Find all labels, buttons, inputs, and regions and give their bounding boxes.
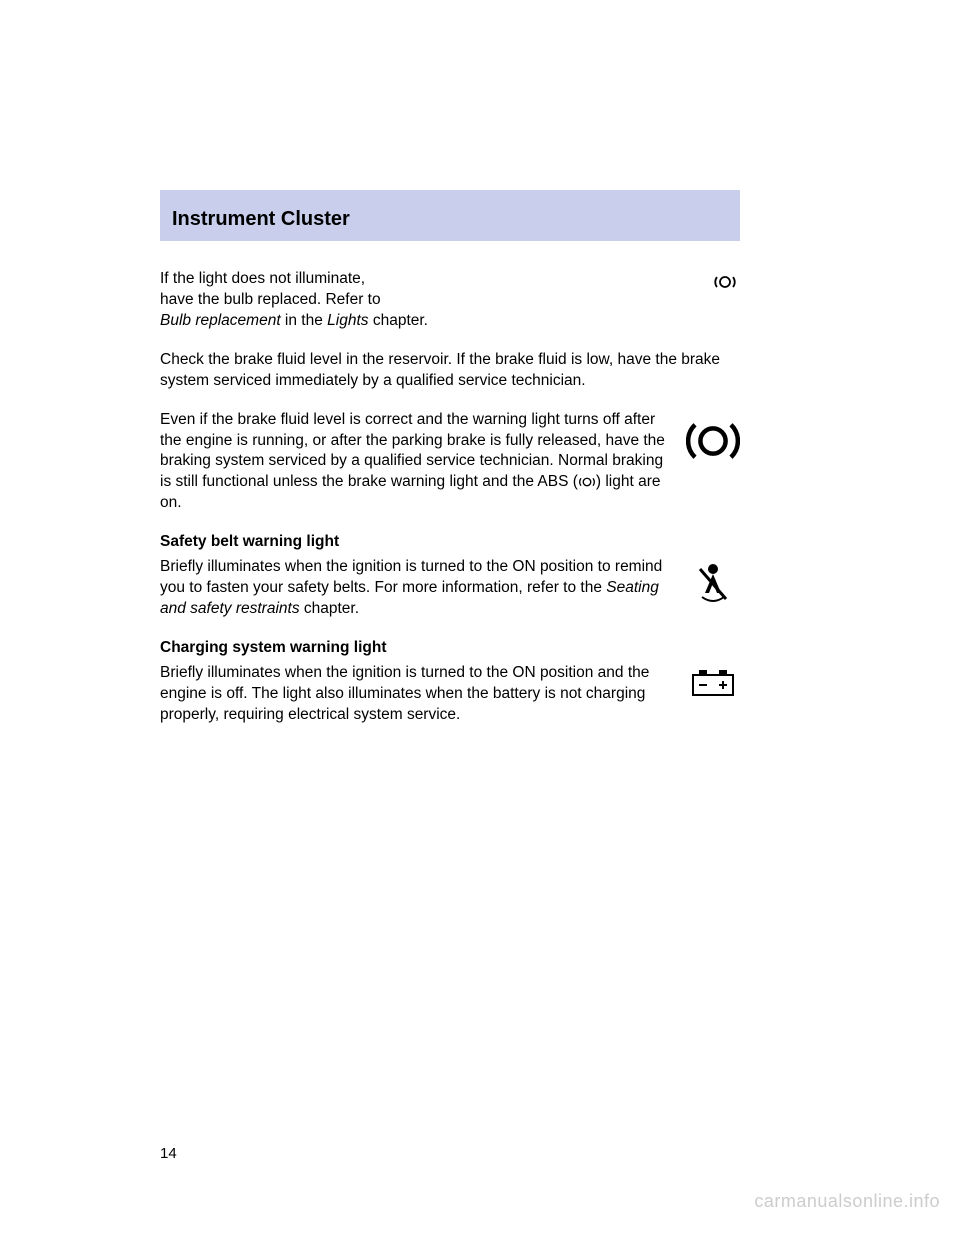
text: chapter. bbox=[369, 312, 428, 329]
intro-text: If the light does not illuminate, have t… bbox=[160, 269, 700, 332]
brake-fluid-text: Check the brake fluid level in the reser… bbox=[160, 350, 740, 392]
brake-small-icon bbox=[710, 269, 740, 291]
section-title: Instrument Cluster bbox=[172, 208, 728, 231]
brake-large-icon bbox=[686, 410, 740, 468]
abs-section: Even if the brake fluid level is correct… bbox=[160, 410, 740, 515]
subsection-title: Charging system warning light bbox=[160, 639, 387, 656]
page-number: 14 bbox=[160, 1145, 177, 1162]
header-bar: Instrument Cluster bbox=[160, 190, 740, 241]
subsection-title: Safety belt warning light bbox=[160, 533, 339, 550]
text: Check the brake fluid level in the reser… bbox=[160, 351, 720, 389]
body-text: If the light does not illuminate, have t… bbox=[160, 269, 740, 726]
charging-text: Briefly illuminates when the ignition is… bbox=[160, 663, 676, 726]
italic: Bulb replacement bbox=[160, 312, 281, 329]
text: Briefly illuminates when the ignition is… bbox=[160, 664, 649, 723]
text: in the bbox=[281, 312, 328, 329]
charging-section: Charging system warning light Briefly il… bbox=[160, 638, 740, 726]
intro-section: If the light does not illuminate, have t… bbox=[160, 269, 740, 332]
text: chapter. bbox=[300, 600, 359, 617]
belt-text: Briefly illuminates when the ignition is… bbox=[160, 557, 676, 620]
safety-belt-section: Safety belt warning light Briefly illumi… bbox=[160, 532, 740, 620]
abs-text: Even if the brake fluid level is correct… bbox=[160, 410, 676, 515]
line: have the bulb replaced. Refer to bbox=[160, 291, 381, 308]
seatbelt-icon bbox=[686, 557, 740, 607]
italic: Lights bbox=[327, 312, 368, 329]
text: Briefly illuminates when the ignition is… bbox=[160, 558, 662, 596]
page-content: Instrument Cluster If the light does not… bbox=[0, 0, 960, 804]
watermark: carmanualsonline.info bbox=[754, 1191, 940, 1212]
line: If the light does not illuminate, bbox=[160, 270, 365, 287]
battery-icon bbox=[686, 663, 740, 699]
